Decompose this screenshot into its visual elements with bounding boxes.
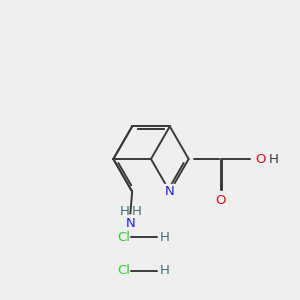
Text: H: H bbox=[160, 264, 170, 278]
Text: H: H bbox=[160, 231, 170, 244]
Text: Cl: Cl bbox=[117, 231, 130, 244]
Text: H: H bbox=[268, 152, 278, 166]
Text: H: H bbox=[120, 205, 130, 218]
Text: N: N bbox=[126, 217, 135, 230]
Text: O: O bbox=[256, 152, 266, 166]
Text: Cl: Cl bbox=[117, 264, 130, 278]
Text: H: H bbox=[131, 205, 141, 218]
Text: O: O bbox=[215, 194, 226, 207]
Text: N: N bbox=[165, 185, 175, 198]
